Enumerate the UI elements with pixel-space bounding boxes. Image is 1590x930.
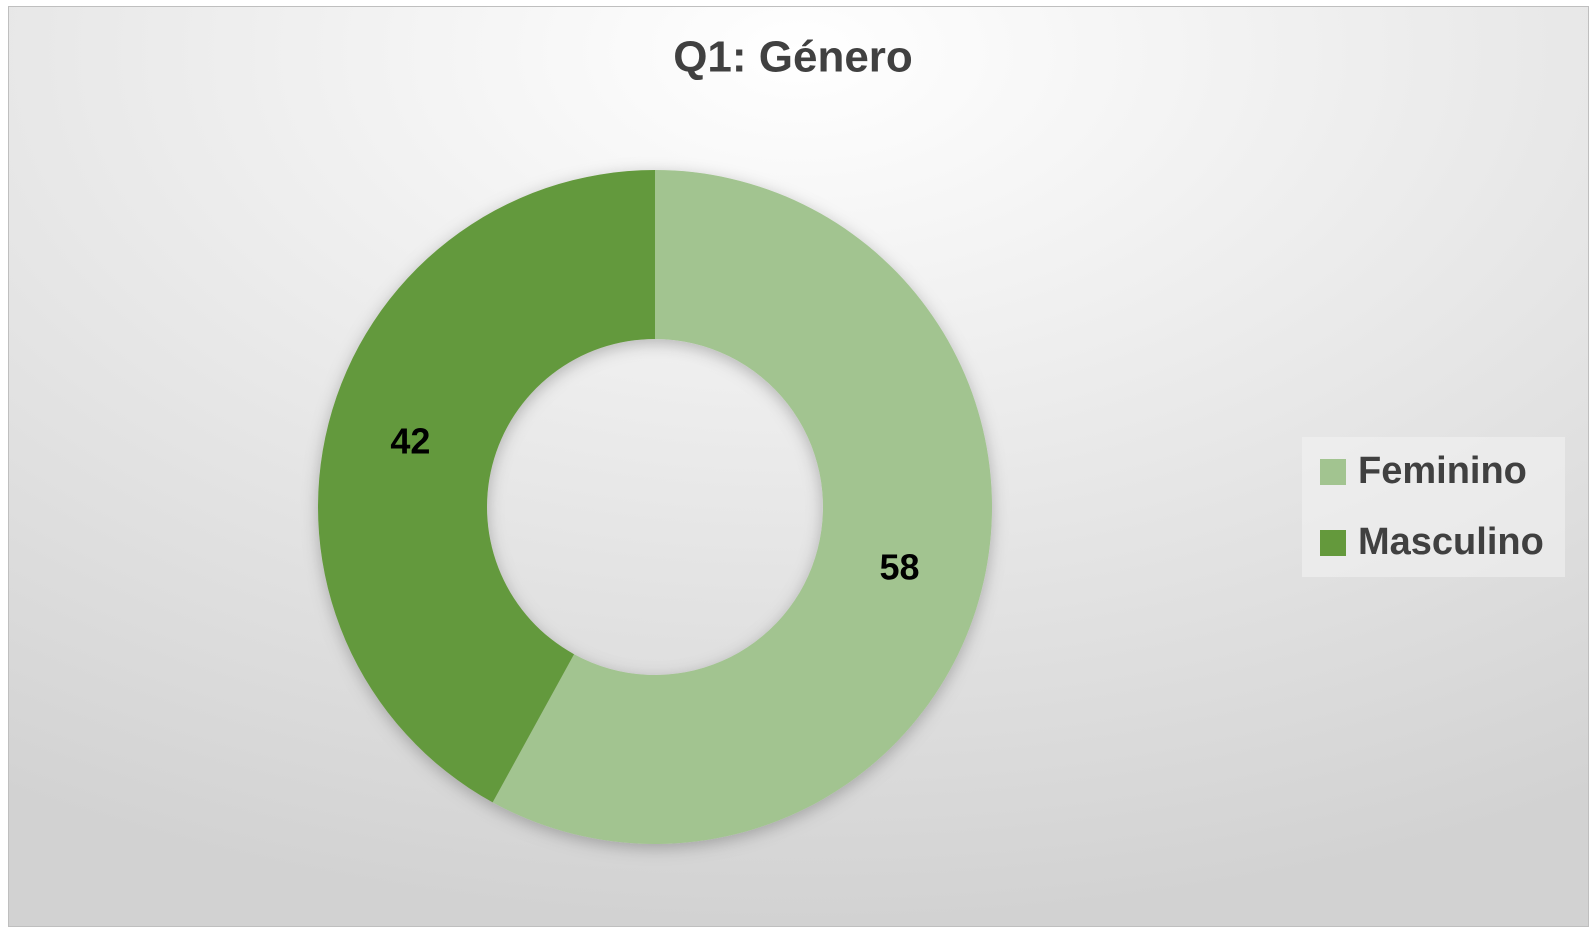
chart-title: Q1: Género xyxy=(673,33,913,82)
donut xyxy=(317,170,992,844)
legend-swatch xyxy=(1320,459,1346,485)
legend-label: Masculino xyxy=(1358,521,1544,563)
data-label: 58 xyxy=(880,546,920,587)
donut-slice xyxy=(317,170,655,803)
data-label: 42 xyxy=(390,421,430,462)
legend-swatch xyxy=(1320,530,1346,556)
legend-label: Feminino xyxy=(1358,450,1527,492)
donut-slice xyxy=(492,170,992,844)
